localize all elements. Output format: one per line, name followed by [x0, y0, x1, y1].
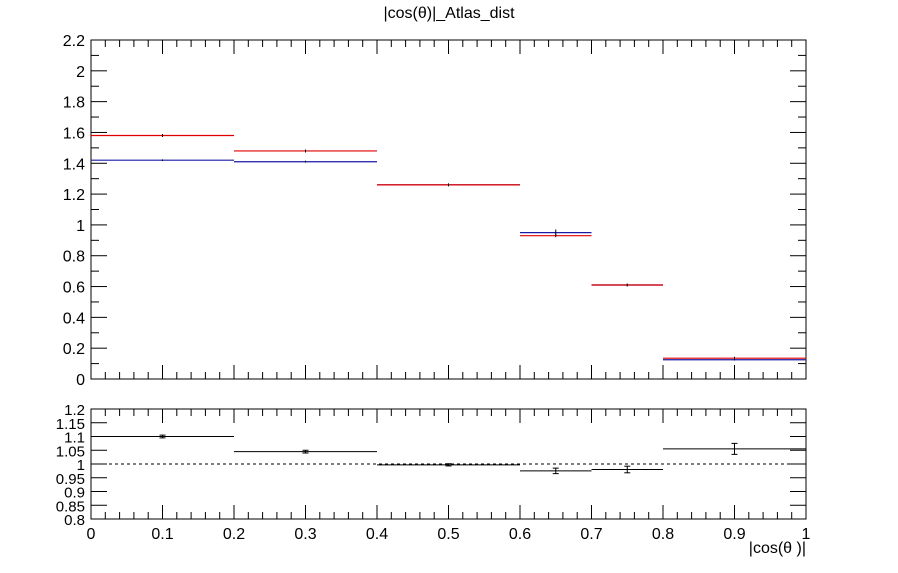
x-tick-label: 0.1: [151, 526, 173, 543]
x-tick-label: 0.2: [223, 526, 245, 543]
y-tick-label: 1.05: [56, 443, 85, 460]
y-tick-label: 1.2: [64, 402, 85, 419]
y-tick-label: 0.95: [56, 471, 85, 488]
x-tick-label: 0.7: [580, 526, 602, 543]
y-tick-label: 0.4: [63, 310, 85, 327]
y-tick-label: 1.15: [56, 416, 85, 433]
y-tick-label: 0.8: [64, 512, 85, 529]
x-tick-label: 1: [802, 526, 811, 543]
y-tick-label: 0.8: [63, 249, 85, 266]
main-plot-frame: [90, 39, 807, 380]
x-tick-label: 0.3: [294, 526, 316, 543]
y-tick-label: 1.8: [63, 95, 85, 112]
y-tick-label: 0: [76, 372, 85, 389]
x-axis-label: |cos(θ )|: [748, 540, 806, 557]
y-tick-label: 1.1: [64, 430, 85, 447]
y-tick-label: 2.2: [63, 33, 85, 50]
y-tick-label: 0.6: [63, 280, 85, 297]
y-tick-label: 1: [77, 457, 85, 474]
x-tick-label: 0: [87, 526, 96, 543]
chart-title: |cos(θ)|_Atlas_dist: [383, 5, 515, 22]
x-tick-label: 0.5: [437, 526, 459, 543]
y-tick-label: 1: [76, 218, 85, 235]
y-tick-label: 0.85: [56, 498, 85, 515]
y-tick-label: 0.9: [64, 485, 85, 502]
y-tick-label: 2: [76, 64, 85, 81]
x-tick-label: 0.4: [366, 526, 388, 543]
y-tick-label: 0.2: [63, 341, 85, 358]
x-tick-label: 0.8: [652, 526, 674, 543]
x-tick-label: 0.6: [509, 526, 531, 543]
y-tick-label: 1.2: [63, 187, 85, 204]
y-tick-label: 1.4: [63, 156, 85, 173]
y-tick-label: 1.6: [63, 125, 85, 142]
x-tick-label: 0.9: [723, 526, 745, 543]
